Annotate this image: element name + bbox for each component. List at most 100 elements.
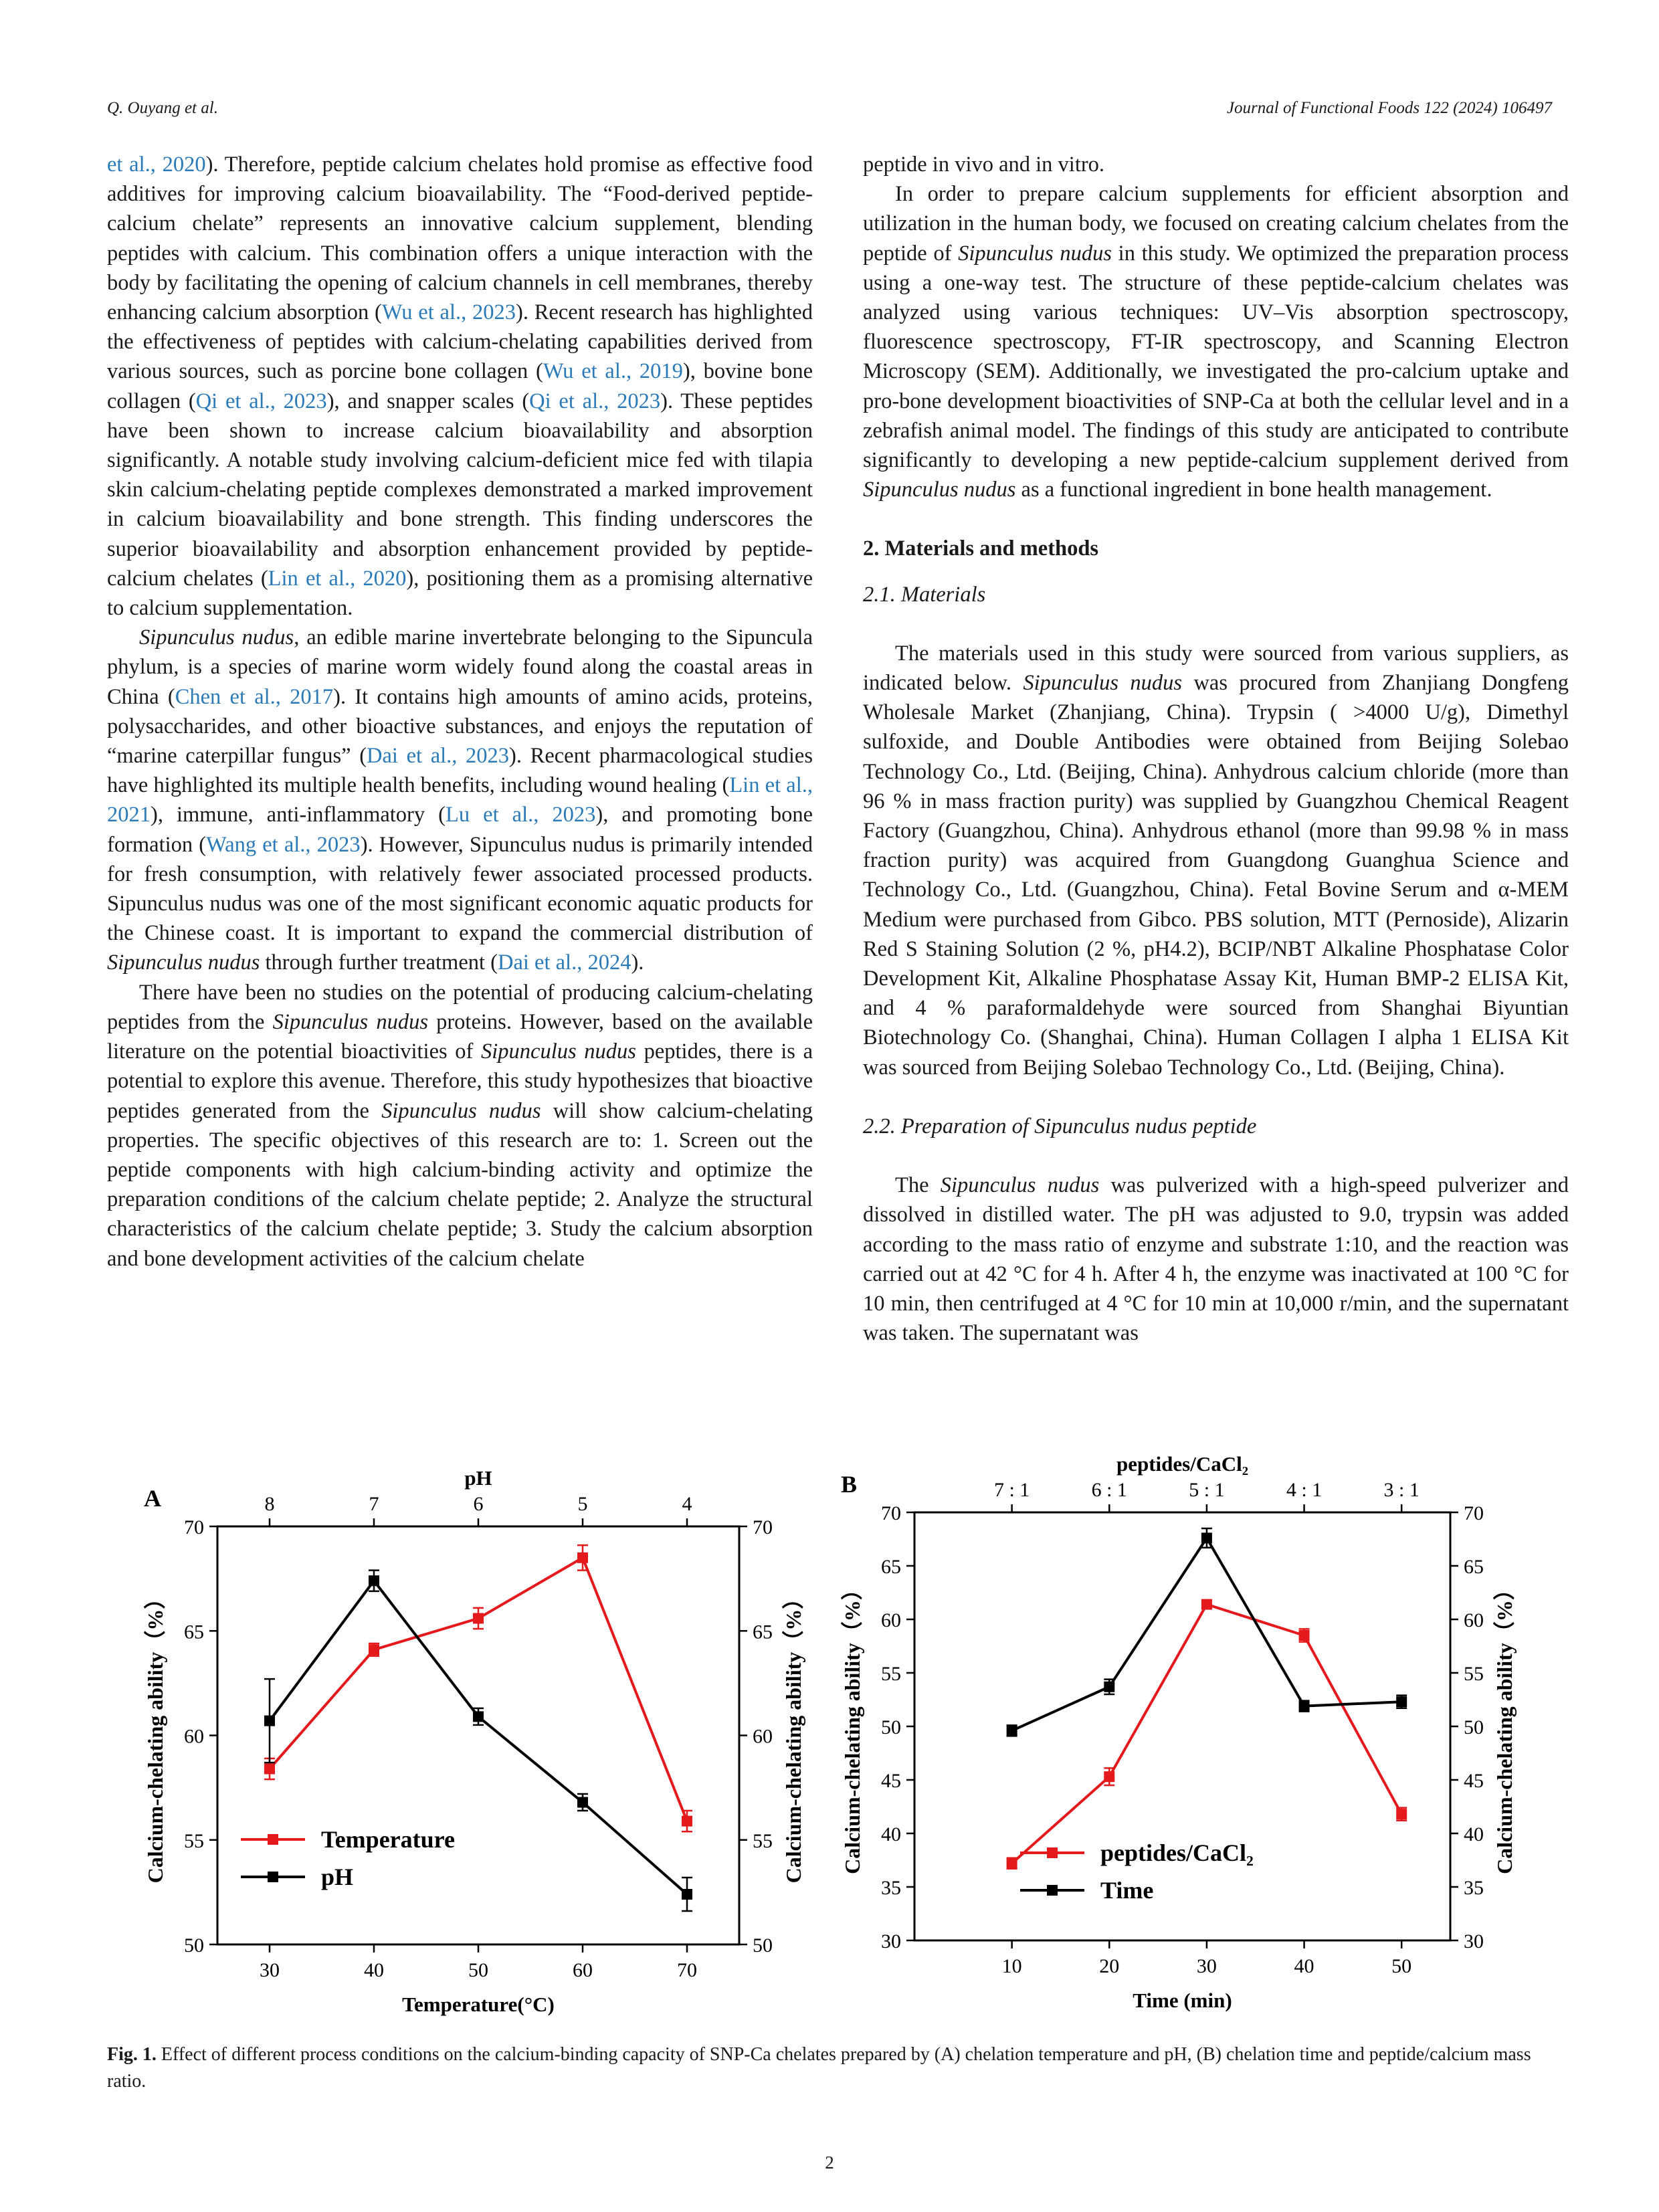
y-tick-label-right: 60 [753, 1726, 773, 1748]
citation-link[interactable]: Qi et al., 2023 [529, 389, 661, 413]
x2-tick-label: 3 : 1 [1384, 1479, 1420, 1501]
y-tick-label-right: 70 [753, 1516, 773, 1538]
y-tick-label-right: 65 [753, 1621, 773, 1643]
x2-tick-label: 5 : 1 [1189, 1479, 1224, 1501]
citation-link[interactable]: Wu et al., 2019 [543, 359, 683, 384]
citation-link[interactable]: Lu et al., 2023 [446, 803, 596, 827]
right-paragraph-preparation: The Sipunculus nudus was pulverized with… [863, 1171, 1569, 1348]
y-tick-label-right: 35 [1464, 1877, 1484, 1899]
paragraph-text: The [895, 1173, 941, 1198]
y-tick-label-left: 45 [881, 1770, 901, 1792]
left-paragraph-3: There have been no studies on the potent… [107, 978, 813, 1274]
data-point-marker [1104, 1681, 1115, 1692]
paragraph-text: peptides, there is a potential to explor… [107, 1039, 813, 1123]
citation-link[interactable]: Wu et al., 2023 [381, 300, 516, 325]
citation-link[interactable]: Dai et al., 2024 [497, 950, 631, 975]
data-point-marker [264, 1763, 275, 1775]
data-point-marker [1396, 1809, 1407, 1820]
y-tick-label-right: 50 [753, 1934, 773, 1956]
y-tick-label-left: 30 [881, 1930, 901, 1952]
data-point-marker [264, 1715, 275, 1726]
subsection-heading-2-1: 2.1. Materials [863, 582, 986, 607]
paragraph-text: was procured from Zhanjiang Dongfeng Who… [863, 671, 1569, 1080]
paragraph-text: ), positioning them as a promising alter… [107, 566, 813, 621]
paragraph-text: through further treatment ( [260, 950, 498, 975]
right-paragraph-0: peptide in vivo and in vitro. [863, 150, 1569, 179]
y-tick-label-right: 50 [1464, 1716, 1484, 1738]
citation-link[interactable]: Chen et al., 2017 [175, 684, 334, 709]
y-tick-label-left: 55 [184, 1830, 204, 1852]
series-line-0 [268, 1555, 688, 1822]
paragraph-text: ). These peptides have been shown to inc… [107, 389, 813, 591]
paragraph-text: ). [631, 950, 644, 975]
data-point-marker [682, 1815, 692, 1827]
data-point-marker [1201, 1599, 1212, 1610]
y-tick-label-right: 55 [1464, 1663, 1484, 1685]
paragraph-text: ). However, Sipunculus nudus is primaril… [107, 832, 813, 946]
plot-frame [216, 1525, 741, 1946]
x-axis-label: Time (min) [1133, 1989, 1232, 2012]
paragraph-text: In order to prepare calcium supplements … [863, 182, 1569, 266]
figure-1-panel-b: B 30 30 35 35 40 40 45 45 50 50 55 55 60 60 65 65 70 70 10 7… [840, 1452, 1517, 2012]
paragraph-text: ). Recent research has highlighted the e… [107, 300, 813, 384]
paragraph-text: ). It contains high amounts of amino aci… [107, 684, 813, 769]
x2-tick-label: 6 : 1 [1092, 1479, 1127, 1501]
x2-tick-label: 4 : 1 [1286, 1479, 1322, 1501]
y-tick-label-right: 65 [1464, 1556, 1484, 1578]
y-tick-label-left: 65 [881, 1556, 901, 1578]
italic-species-name: Sipunculus nudus [139, 625, 294, 650]
paragraph-text: There have been no studies on the potent… [107, 980, 813, 1034]
paragraph-text: will show calcium-chelating properties. … [107, 1098, 813, 1271]
x-tick-label: 60 [573, 1959, 593, 1981]
x-tick-label: 40 [1294, 1955, 1314, 1977]
italic-species-name: Sipunculus nudus [1023, 671, 1183, 696]
y-tick-label-left: 55 [881, 1663, 901, 1685]
y-tick-label-right: 40 [1464, 1823, 1484, 1845]
y-axis-label-right: Calcium-chelating ability（%） [1492, 1579, 1517, 1874]
x-axis-label: Temperature(°C) [402, 1993, 555, 2016]
italic-species-name: Sipunculus nudus [863, 478, 1016, 502]
x2-tick-label: 7 [369, 1493, 379, 1515]
figure-caption-text: Effect of different process conditions o… [107, 2044, 1531, 2092]
paragraph-text: proteins. However, based on the availabl… [107, 1009, 813, 1064]
running-header-journal: Journal of Functional Foods 122 (2024) 1… [1226, 99, 1552, 117]
y-tick-label-left: 35 [881, 1877, 901, 1899]
x2-tick-label: 4 [682, 1493, 692, 1515]
citation-link[interactable]: Qi et al., 2023 [195, 389, 327, 413]
data-point-marker [473, 1711, 484, 1722]
x-tick-label: 10 [1002, 1955, 1022, 1977]
right-text-column: peptide in vivo and in vitro. In order t… [863, 150, 1569, 1348]
paragraph-text: ), and promoting bone formation ( [107, 803, 813, 857]
y-tick-label-right: 60 [1464, 1609, 1484, 1631]
legend-label: pH [321, 1864, 353, 1890]
citation-link[interactable]: Lin et al., 2021 [107, 773, 813, 827]
italic-species-name: Sipunculus nudus [107, 950, 260, 975]
y-tick-label-right: 30 [1464, 1930, 1484, 1952]
citation-link[interactable]: et al., 2020 [107, 153, 206, 177]
x-tick-label: 30 [1197, 1955, 1217, 1977]
y-tick-label-right: 55 [753, 1830, 773, 1852]
data-point-marker [682, 1889, 692, 1900]
left-paragraph-2: Sipunculus nudus, an edible marine inver… [107, 623, 813, 977]
legend-label: Time [1100, 1877, 1153, 1904]
data-point-marker [1298, 1700, 1310, 1712]
italic-species-name: Sipunculus nudus [481, 1039, 636, 1064]
paragraph-text: The materials used in this study were so… [863, 641, 1569, 696]
citation-link[interactable]: Lin et al., 2020 [268, 566, 407, 591]
data-point-marker [473, 1613, 484, 1624]
right-paragraph-materials: The materials used in this study were so… [863, 639, 1569, 1082]
x-tick-label: 30 [260, 1959, 280, 1981]
data-point-marker [577, 1552, 588, 1563]
paragraph-text: in this study. We optimized the preparat… [863, 241, 1569, 473]
italic-species-name: Sipunculus nudus [381, 1098, 541, 1123]
left-paragraph-1: et al., 2020). Therefore, peptide calciu… [107, 150, 813, 623]
x2-axis-label: peptides/CaCl₂ [1116, 1452, 1248, 1476]
y-tick-label-left: 70 [184, 1516, 204, 1538]
y-axis-label-left: Calcium-chelating ability（%） [143, 1588, 167, 1884]
data-point-marker [1396, 1696, 1407, 1708]
series-line-1 [1011, 1535, 1402, 1732]
panel-letter: B [841, 1471, 857, 1498]
legend-label: Temperature [321, 1826, 455, 1853]
citation-link[interactable]: Dai et al., 2023 [367, 744, 510, 769]
citation-link[interactable]: Wang et al., 2023 [206, 832, 361, 857]
